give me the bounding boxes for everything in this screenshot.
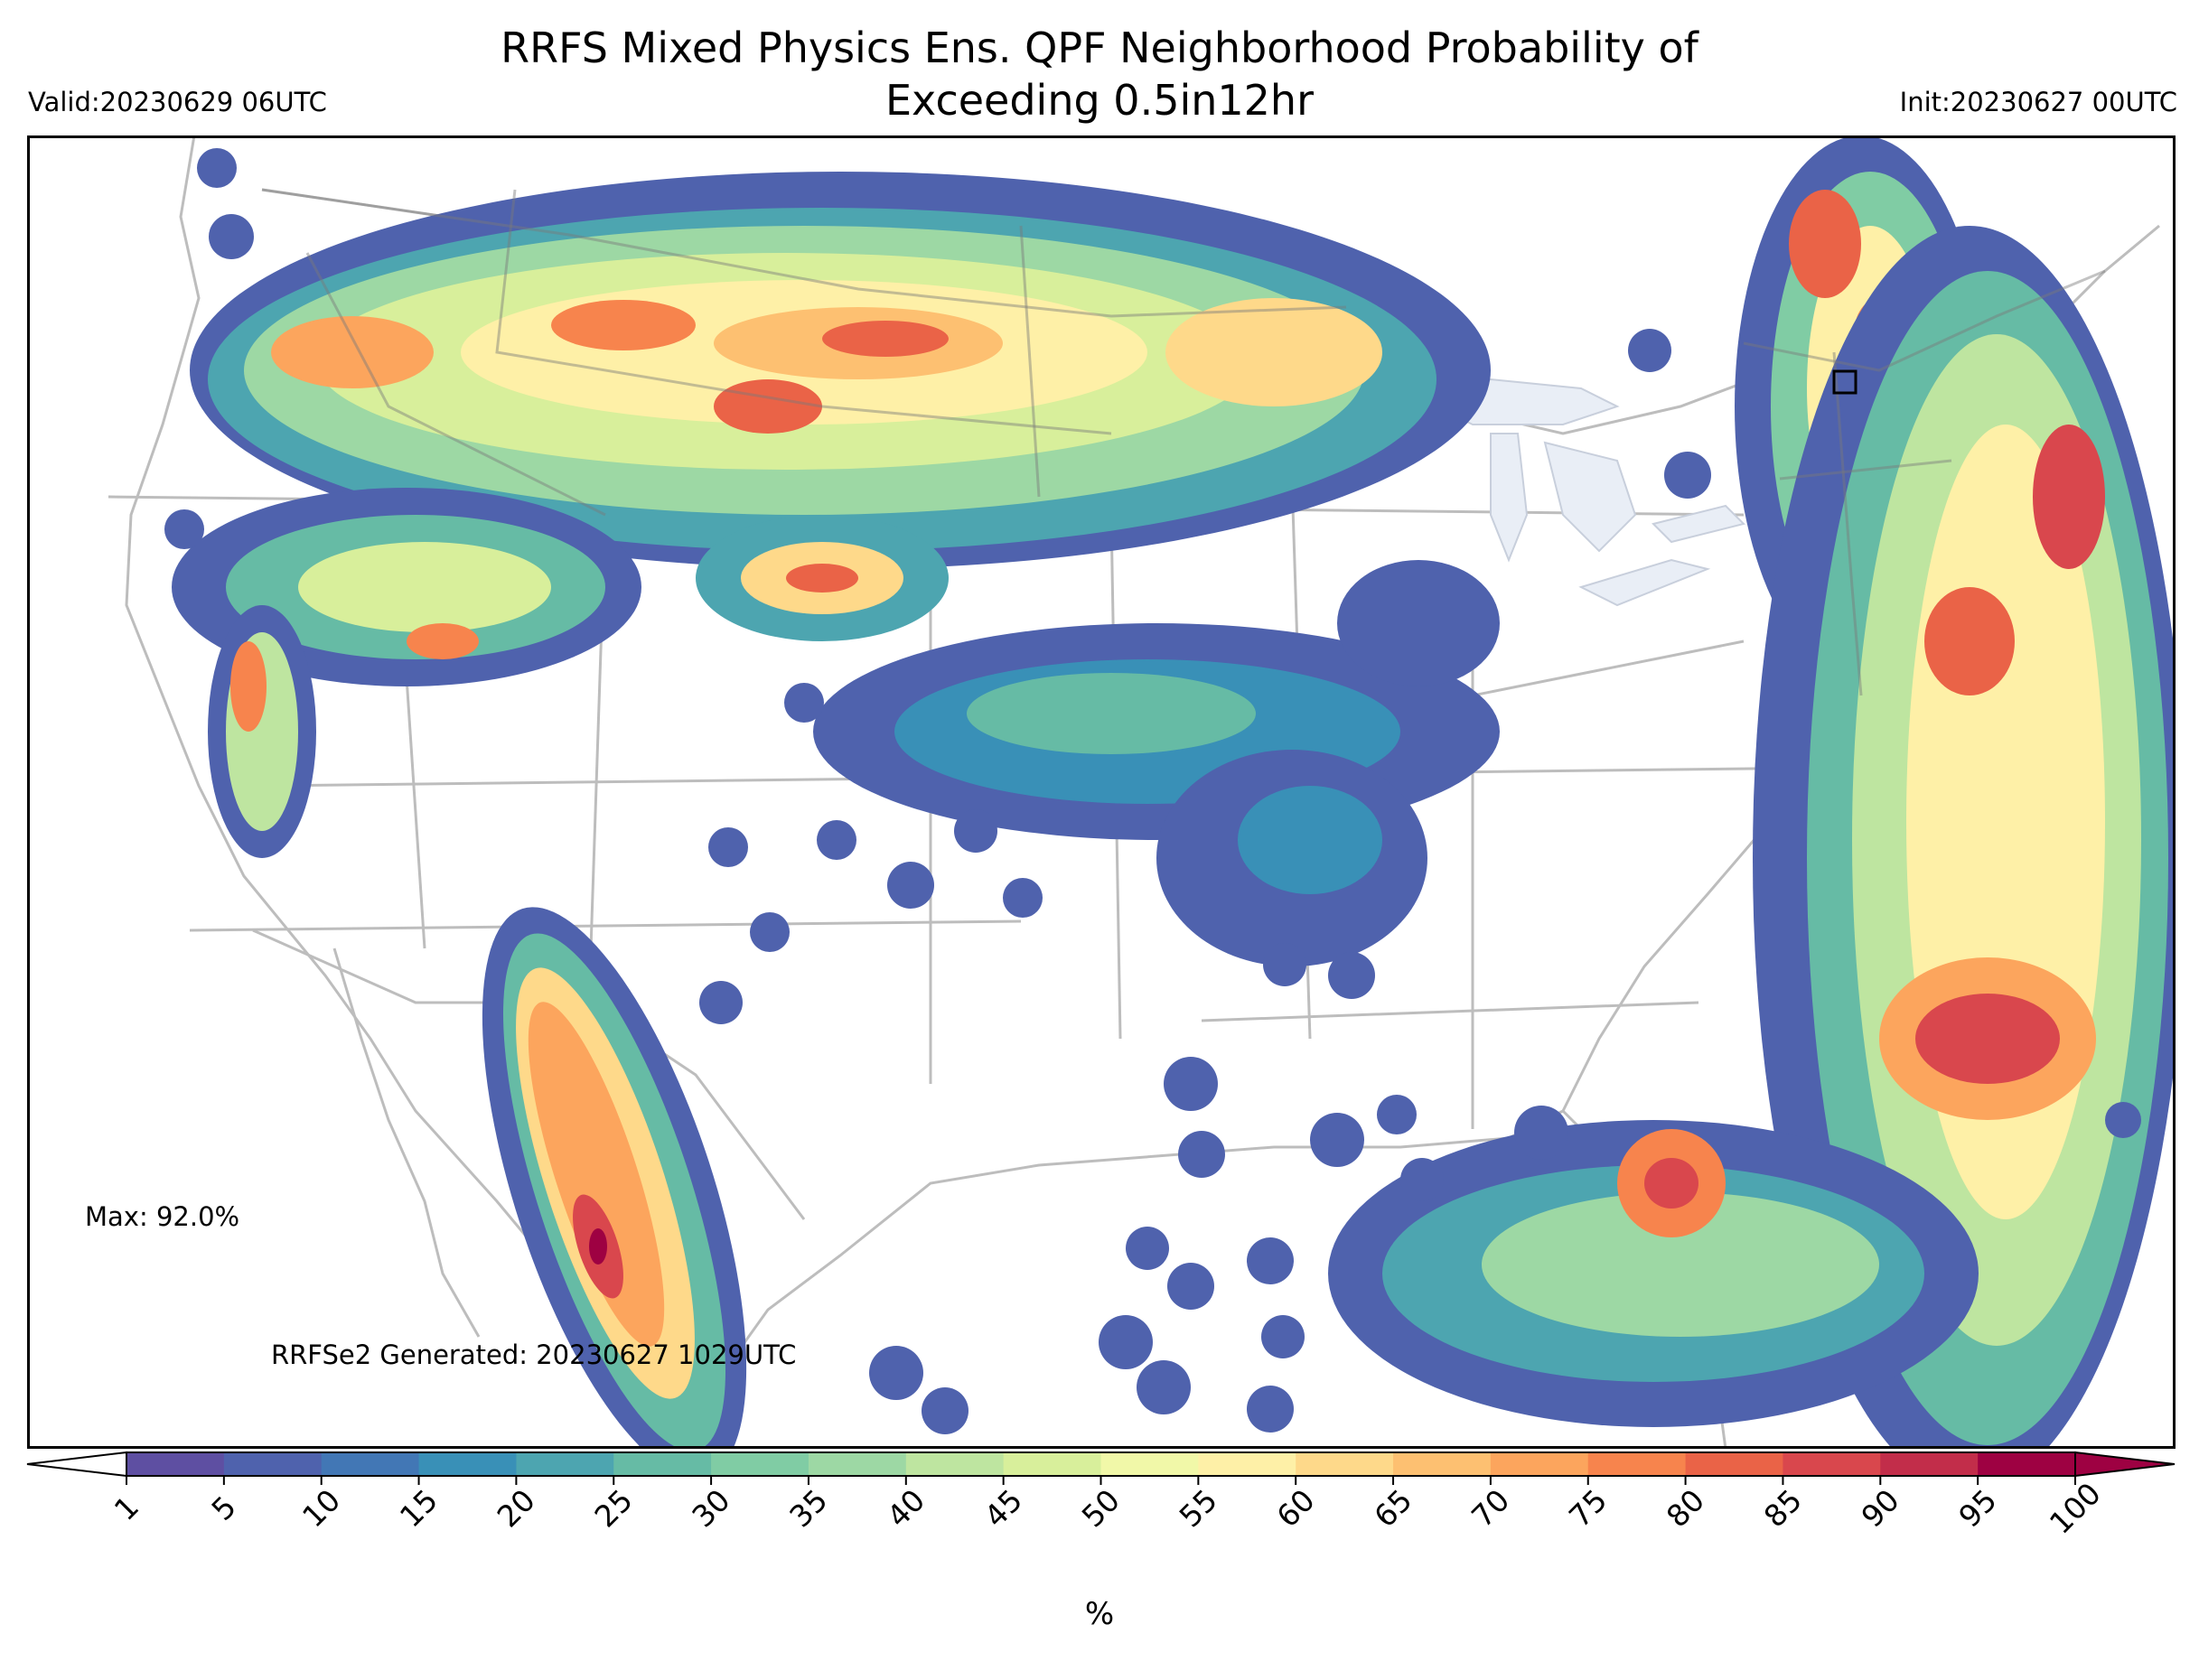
colorbar-tick-label: 40 [880,1482,931,1534]
colorbar-swatch [1783,1452,1881,1476]
colorbar-tick-label: 100 [2043,1476,2108,1541]
colorbar-swatch [1587,1452,1687,1476]
lake-ontario [1652,504,1745,544]
colorbar-swatch [1685,1452,1783,1476]
precip-region-california [208,605,316,858]
colorbar-tick-label: 60 [1269,1482,1321,1534]
colorbar-tick-label: 70 [1464,1482,1516,1534]
colorbar-tick-label: 10 [295,1482,347,1534]
max-value-label: Max: 92.0% [85,1201,239,1232]
probability-field [164,135,2176,1449]
colorbar-swatch [1003,1452,1101,1476]
colorbar-swatch [1490,1452,1589,1476]
colorbar-tick-label: 5 [205,1489,243,1527]
overlay-state-line-e [1779,459,1952,481]
colorbar-swatch [1198,1452,1296,1476]
overlay-state-line-b [495,189,1112,435]
colorbar-tick-label: 35 [782,1482,834,1534]
colorbar-swatch [223,1452,323,1476]
colorbar-tick-label: 55 [1173,1482,1224,1534]
colorbar-ticks: 1 5 10 15 20 25 30 35 40 45 50 55 60 65 70 75 80 85 90 95 10… [108,1476,2108,1541]
precip-region-mexico [482,907,747,1449]
colorbar-extend-low [26,1451,127,1478]
colorbar-extend-high [2074,1451,2176,1478]
init-time-label: Init:20230627 00UTC [1899,87,2177,117]
colorbar: 1 5 10 15 20 25 30 35 40 45 50 55 60 65 70 75 80 85 90 95 10… [26,1451,2176,1632]
colorbar-tick-label: 90 [1855,1482,1906,1534]
colorbar-swatch [1100,1452,1199,1476]
colorbar-tick-label: 75 [1562,1482,1614,1534]
colorbar-tick-label: 45 [978,1482,1029,1534]
map-border [27,135,2176,1449]
lake-huron [1543,441,1637,553]
map-title: RRFS Mixed Physics Ens. QPF Neighborhood… [0,22,2199,126]
colorbar-swatch [1880,1452,1979,1476]
colorbar-tick-label: 15 [393,1482,444,1534]
colorbar-swatch [1978,1452,2076,1476]
state-line-11 [1201,1001,1699,1022]
colorbar-swatch [126,1452,225,1476]
colorbar-tick-label: 85 [1757,1482,1809,1534]
colorbar-tick-label: 80 [1660,1482,1711,1534]
precip-region-gulf [1328,1120,1979,1427]
overlay-state-line-a [305,252,606,517]
precip-region-central-plains [813,560,1500,966]
colorbar-swatch [905,1452,1005,1476]
colorbar-tick-label: 20 [491,1482,542,1534]
colorbar-swatch [711,1452,809,1476]
colorbar-tick-label: 50 [1075,1482,1127,1534]
lake-erie [1578,558,1711,607]
overlay-state-line-d [1832,351,1863,696]
coastline-west [125,135,643,1449]
boundary-overlay [261,188,2106,696]
colorbar-swatch [1296,1452,1394,1476]
title-line-1: RRFS Mixed Physics Ens. QPF Neighborhood… [501,23,1698,72]
colorbar-swatch [418,1452,517,1476]
isolated-cells [164,148,2141,1434]
overlay-east-border [1743,269,2106,372]
precip-region-atlantic [1753,226,2176,1449]
colorbar-swatches [126,1452,2076,1476]
max-location-marker [1832,369,1857,395]
state-line-3 [189,919,1022,932]
lake-michigan [1490,433,1529,563]
generated-timestamp-label: RRFSe2 Generated: 20230627 1029UTC [271,1339,796,1370]
valid-time-label: Valid:20230629 06UTC [28,87,327,117]
overlay-state-line-c [1019,225,1041,498]
colorbar-swatch [321,1452,420,1476]
map-panel: Max: 92.0% RRFSe2 Generated: 20230627 10… [27,135,2176,1449]
gulf-coast [712,1109,1564,1449]
baja-coast [332,947,481,1338]
colorbar-tick-label: 30 [685,1482,736,1534]
colorbar-swatch [1393,1452,1492,1476]
colorbar-tick-label: 65 [1367,1482,1418,1534]
colorbar-unit-label: % [1085,1596,1114,1632]
colorbar-tick-label: 25 [587,1482,639,1534]
colorbar-tick-label: 1 [108,1489,145,1527]
overlay-canada-border [261,188,1347,318]
colorbar-swatch [613,1452,712,1476]
colorbar-swatch [808,1452,907,1476]
colorbar-tick-label: 95 [1951,1482,2003,1534]
precip-region-northwest [190,172,1491,569]
title-line-2: Exceeding 0.5in12hr [884,76,1314,125]
colorbar-swatch [516,1452,614,1476]
